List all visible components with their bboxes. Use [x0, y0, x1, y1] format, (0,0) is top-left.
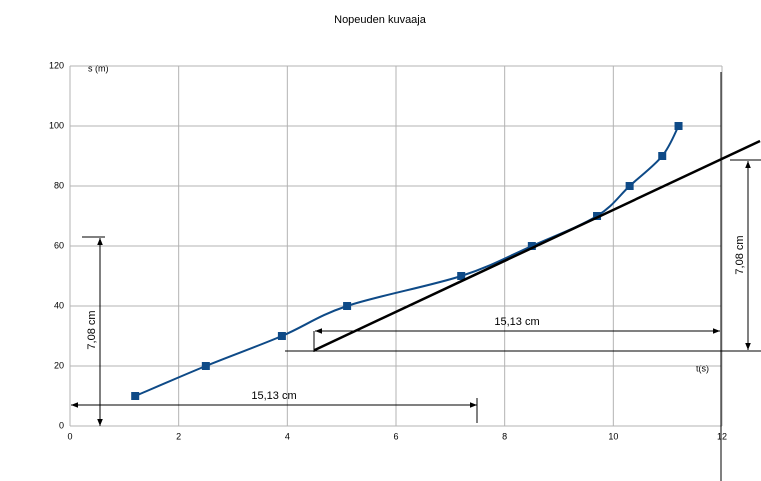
y-tick-label: 0 — [59, 420, 64, 430]
point — [457, 272, 466, 280]
x-tick-label: 6 — [393, 431, 398, 441]
point — [201, 362, 210, 370]
point — [527, 242, 536, 250]
point — [343, 302, 352, 310]
series-line — [134, 125, 680, 397]
x-tick-label: 4 — [285, 431, 290, 441]
x-axis-label: t(s) — [696, 363, 709, 373]
x-tick-label: 8 — [502, 431, 507, 441]
point — [277, 332, 286, 340]
x-tick-label: 12 — [717, 431, 727, 441]
series-line — [313, 139, 761, 352]
chart-title: Nopeuden kuvaaja — [334, 14, 427, 26]
y-axis-label: s (m) — [88, 63, 109, 73]
dimension-label: 15,13 cm — [494, 316, 539, 328]
dimension-lines — [71, 72, 761, 481]
y-tick-label: 100 — [49, 120, 64, 130]
x-tick-label: 0 — [67, 431, 72, 441]
point — [625, 182, 634, 190]
dimension-label: 7,08 cm — [86, 310, 98, 349]
y-tick-label: 40 — [54, 300, 64, 310]
point — [674, 122, 683, 130]
point — [658, 152, 667, 160]
y-tick-label: 80 — [54, 180, 64, 190]
dimension-label: 7,08 cm — [734, 235, 746, 274]
y-tick-label: 20 — [54, 360, 64, 370]
x-tick-label: 10 — [608, 431, 618, 441]
dimension-label: 15,13 cm — [251, 390, 296, 402]
point — [131, 392, 140, 400]
y-tick-label: 60 — [54, 240, 64, 250]
y-tick-label: 120 — [49, 60, 64, 70]
x-tick-label: 2 — [176, 431, 181, 441]
point — [593, 212, 602, 220]
